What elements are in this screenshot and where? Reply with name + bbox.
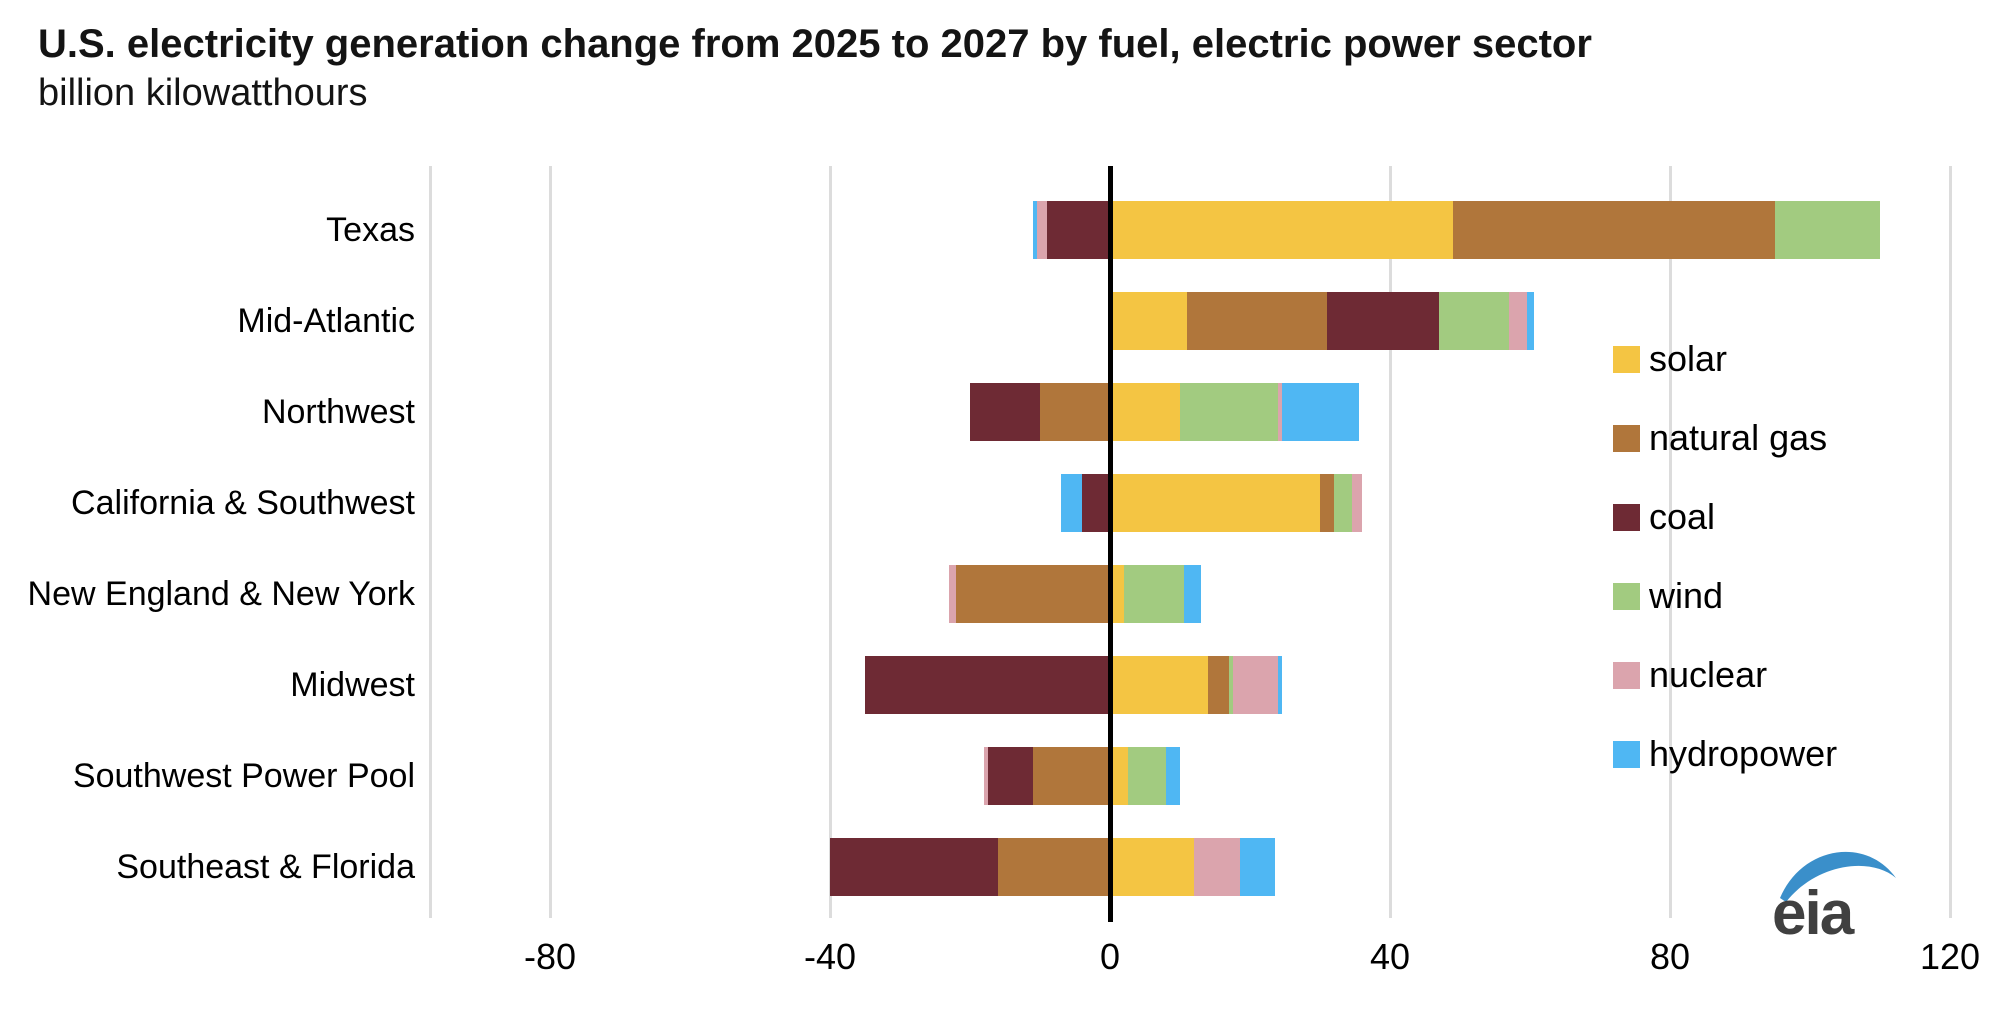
gridline--80 (549, 166, 552, 918)
legend-label-wind: wind (1649, 575, 1724, 616)
bar-segment-texas-natural-gas (1453, 201, 1775, 259)
bar-segment-midwest-wind (1229, 656, 1233, 714)
bar-segment-new-england-new-york-solar (1110, 565, 1124, 623)
category-label-southwest-power-pool: Southwest Power Pool (72, 757, 415, 795)
bar-segment-texas-nuclear (1036, 201, 1047, 259)
bar-segment-mid-atlantic-hydropower (1526, 292, 1534, 350)
bar-segment-southeast-florida-coal (830, 838, 998, 896)
category-label-mid-atlantic: Mid-Atlantic (237, 302, 415, 340)
bar-segment-california-southwest-nuclear (1351, 474, 1362, 532)
bar-segment-midwest-hydropower (1278, 656, 1282, 714)
bar-segment-southwest-power-pool-natural-gas (1033, 747, 1110, 805)
bar-segment-texas-wind (1775, 201, 1880, 259)
bar-segment-new-england-new-york-natural-gas (956, 565, 1110, 623)
bar-segment-southwest-power-pool-solar (1110, 747, 1128, 805)
bar-segment-california-southwest-hydropower (1061, 474, 1082, 532)
legend-swatch-solar-icon (1613, 345, 1640, 373)
bar-segment-southeast-florida-solar (1110, 838, 1194, 896)
bar-segment-california-southwest-wind (1334, 474, 1352, 532)
bar-segment-california-southwest-coal (1082, 474, 1110, 532)
eia-logo-graphic: eia (1772, 851, 1896, 948)
bar-segment-southwest-power-pool-hydropower (1166, 747, 1180, 805)
bar-segment-southeast-florida-nuclear (1194, 838, 1240, 896)
plot-left-border (429, 166, 432, 918)
eia-logo-text: eia (1772, 879, 1855, 946)
eia-swoosh-icon (1780, 851, 1896, 902)
legend-item-natural-gas: natural gas (1613, 417, 1827, 459)
legend-swatch-hydropower-icon (1613, 740, 1640, 768)
legend-label-nuclear: nuclear (1649, 654, 1768, 695)
x-tick-label--80: -80 (523, 936, 577, 977)
bar-segment-northwest-nuclear (1278, 383, 1282, 441)
bar-segment-southwest-power-pool-nuclear (984, 747, 988, 805)
legend-swatch-coal-icon (1613, 503, 1640, 531)
bar-segment-texas-hydropower (1033, 201, 1037, 259)
bar-segment-southeast-florida-hydropower (1239, 838, 1275, 896)
bar-segment-northwest-wind (1180, 383, 1278, 441)
legend-label-coal: coal (1649, 496, 1716, 537)
bar-segment-texas-coal (1047, 201, 1110, 259)
legend-item-solar: solar (1613, 338, 1727, 380)
legend-swatch-natural-gas-icon (1613, 424, 1640, 452)
legend-label-solar: solar (1649, 338, 1728, 379)
gridline-40 (1389, 166, 1392, 918)
bar-segment-california-southwest-natural-gas (1320, 474, 1334, 532)
category-label-new-england-new-york: New England & New York (27, 575, 415, 613)
bar-segment-midwest-natural-gas (1208, 656, 1229, 714)
bar-segment-texas-solar (1110, 201, 1453, 259)
category-label-california-southwest: California & Southwest (71, 484, 415, 522)
legend-item-hydropower: hydropower (1613, 733, 1837, 775)
legend-item-coal: coal (1613, 496, 1715, 538)
bar-segment-northwest-hydropower (1281, 383, 1359, 441)
bar-segment-mid-atlantic-wind (1439, 292, 1509, 350)
legend-item-nuclear: nuclear (1613, 654, 1767, 696)
chart-subtitle: billion kilowatthours (38, 72, 368, 114)
category-label-texas: Texas (326, 211, 415, 249)
legend-label-natural-gas: natural gas (1649, 417, 1828, 458)
bar-segment-midwest-nuclear (1232, 656, 1278, 714)
bar-segment-northwest-solar (1110, 383, 1180, 441)
bar-segment-mid-atlantic-coal (1327, 292, 1439, 350)
x-tick-label--40: -40 (803, 936, 857, 977)
bar-segment-mid-atlantic-solar (1110, 292, 1187, 350)
bar-segment-new-england-new-york-wind (1124, 565, 1184, 623)
bar-segment-midwest-coal (865, 656, 1110, 714)
bar-segment-northwest-coal (970, 383, 1040, 441)
gridline-120 (1949, 166, 1952, 918)
bar-segment-southeast-florida-natural-gas (998, 838, 1110, 896)
category-label-midwest: Midwest (290, 666, 415, 704)
x-tick-label-40: 40 (1369, 936, 1411, 977)
bar-segment-southwest-power-pool-coal (987, 747, 1033, 805)
x-tick-label-80: 80 (1649, 936, 1691, 977)
x-tick-label-0: 0 (1099, 936, 1121, 977)
bar-segment-mid-atlantic-natural-gas (1187, 292, 1327, 350)
bar-segment-southwest-power-pool-wind (1127, 747, 1166, 805)
zero-axis-line (1108, 166, 1113, 922)
category-label-southeast-florida: Southeast & Florida (116, 848, 415, 886)
legend-swatch-wind-icon (1613, 582, 1640, 610)
chart-title: U.S. electricity generation change from … (38, 22, 1592, 66)
x-tick-label-120: 120 (1919, 936, 1981, 977)
category-label-northwest: Northwest (261, 393, 415, 431)
bar-segment-california-southwest-solar (1110, 474, 1320, 532)
legend-item-wind: wind (1613, 575, 1723, 617)
legend-swatch-nuclear-icon (1613, 661, 1640, 689)
eia-logo: eia (1772, 836, 1908, 951)
bar-segment-northwest-natural-gas (1040, 383, 1110, 441)
bar-segment-midwest-solar (1110, 656, 1208, 714)
gridline--40 (829, 166, 832, 918)
gridline-80 (1669, 166, 1672, 918)
legend-label-hydropower: hydropower (1649, 733, 1838, 774)
bar-segment-new-england-new-york-nuclear (949, 565, 956, 623)
bar-segment-mid-atlantic-nuclear (1509, 292, 1527, 350)
bar-segment-new-england-new-york-hydropower (1183, 565, 1201, 623)
